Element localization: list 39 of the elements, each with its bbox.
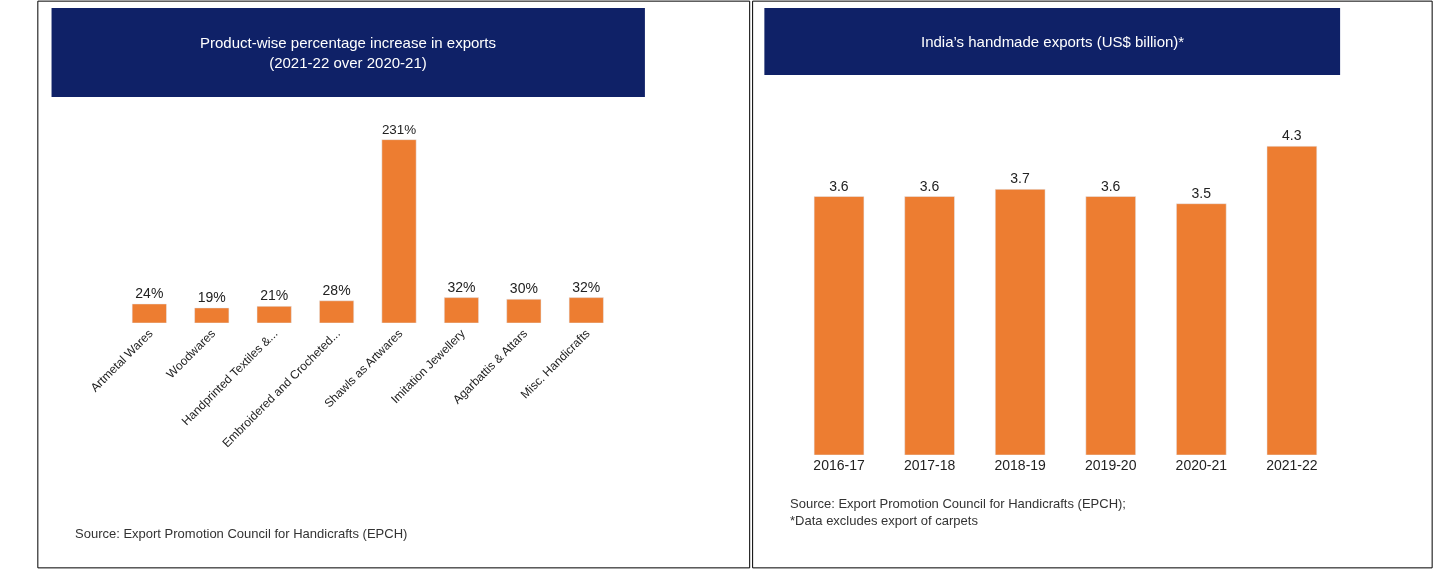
bar xyxy=(194,307,230,323)
data-label: 28% xyxy=(322,281,351,298)
text: *Data excludes export of carpets xyxy=(790,512,979,528)
bar xyxy=(444,297,479,323)
data-label: 32% xyxy=(447,278,476,295)
x-tick-label: 2018-19 xyxy=(994,457,1047,473)
bar xyxy=(1266,146,1318,455)
chart-title: India’s handmade exports (US$ billion)* xyxy=(921,33,1185,50)
data-label: 3.6 xyxy=(829,177,849,194)
data-label: 231% xyxy=(381,121,417,137)
bar xyxy=(1085,196,1136,455)
bar xyxy=(995,189,1046,455)
x-tick-label: 2016-17 xyxy=(813,457,865,473)
data-label: 30% xyxy=(509,280,538,297)
bar xyxy=(568,297,604,323)
x-tick-label: 2017-18 xyxy=(903,457,956,473)
bar xyxy=(256,306,292,323)
data-label: 4.3 xyxy=(1282,127,1302,144)
data-label: 24% xyxy=(135,284,164,301)
x-tick-label: 2019-20 xyxy=(1085,457,1137,473)
bar xyxy=(319,300,355,323)
source-note: Source: Export Promotion Council for Handicrafts (EPCH); xyxy=(790,496,1126,511)
bar xyxy=(131,303,167,323)
chart-title: Product-wise percentage increase in exports (2021-22 over 2020-21) xyxy=(200,34,496,71)
data-label: 3.6 xyxy=(919,177,940,194)
data-label: 21% xyxy=(260,287,289,304)
data-label: 3.5 xyxy=(1191,184,1212,201)
bar xyxy=(1176,203,1227,455)
x-tick-label: 2021-22 xyxy=(1266,457,1318,473)
bar xyxy=(381,139,417,323)
bar xyxy=(904,196,955,455)
data-label: 32% xyxy=(572,278,601,295)
bar xyxy=(813,196,865,455)
source-note: Source: Export Promotion Council for Handicrafts (EPCH) xyxy=(75,526,408,541)
data-label: 3.7 xyxy=(1010,170,1031,187)
x-tick-label: 2020-21 xyxy=(1175,457,1228,473)
data-label: 19% xyxy=(197,288,226,305)
data-label: 3.6 xyxy=(1100,177,1121,194)
bar xyxy=(506,298,542,323)
